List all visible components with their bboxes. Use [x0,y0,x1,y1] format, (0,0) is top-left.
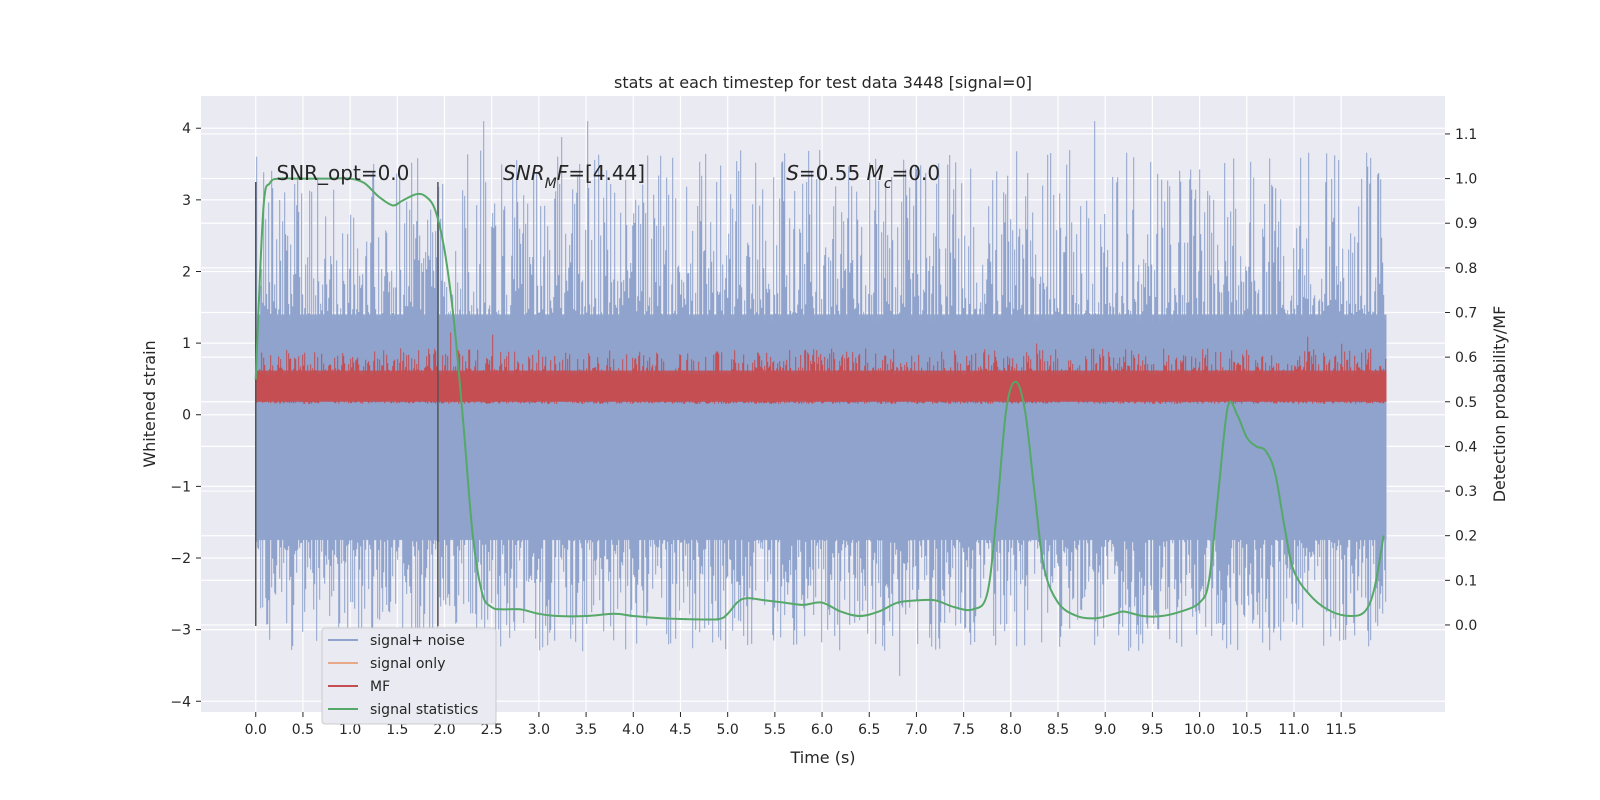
x-tick-label: 4.0 [622,722,644,738]
annotation-snr-opt: SNR_opt=0.0 [277,161,410,185]
y-tick-label: 3 [182,193,191,209]
x-tick-label: 5.0 [717,722,739,738]
chart-title: stats at each timestep for test data 344… [614,73,1032,92]
y-right-tick-label: 0.3 [1455,484,1477,500]
y-tick-label: 4 [182,121,191,137]
x-tick-label: 11.5 [1326,722,1357,738]
y-right-tick-label: 0.4 [1455,439,1477,455]
y-axis-right-label: Detection probability/MF [1490,306,1509,503]
x-tick-label: 7.0 [905,722,927,738]
vertical-markers [254,181,439,627]
y-tick-label: 1 [182,336,191,352]
y-tick-label: −1 [170,479,191,495]
x-tick-label: 6.0 [811,722,833,738]
signal-statistics-series [254,177,1385,621]
x-axis: 0.0 0.5 1.0 1.5 2.0 2.5 3.0 3.5 4.0 4.5 5.0 5.5 6.0 6… [245,712,1357,738]
x-axis-label: Time (s) [789,748,855,767]
x-tick-label: 4.5 [669,722,691,738]
annotations: SNR_opt=0.0 SNRMF=[4.44] S=0.55 Mc=0.0 [277,161,941,192]
x-tick-label: 11.0 [1278,722,1309,738]
x-tick-label: 10.5 [1231,722,1262,738]
x-tick-label: 2.0 [433,722,455,738]
legend-label-signal-statistics: signal statistics [370,702,478,718]
legend-label-mf: MF [370,679,390,695]
x-tick-label: 9.0 [1094,722,1116,738]
y-right-tick-label: 0.8 [1455,261,1477,277]
legend: signal+ noise signal only MF signal stat… [321,627,497,725]
y-tick-label: 2 [182,264,191,280]
y-tick-label: 0 [182,408,191,424]
legend-label-signal-only: signal only [370,656,445,672]
y-right-tick-label: 0.9 [1455,216,1477,232]
y-tick-label: −4 [170,694,191,710]
x-tick-label: 10.0 [1184,722,1215,738]
x-tick-label: 1.5 [386,722,408,738]
x-tick-label: 3.0 [528,722,550,738]
y-right-tick-label: 0.2 [1455,529,1477,545]
x-tick-label: 9.5 [1141,722,1163,738]
y-right-tick-label: 0.7 [1455,305,1477,321]
x-tick-label: 2.5 [481,722,503,738]
x-tick-label: 6.5 [858,722,880,738]
x-tick-label: 0.5 [292,722,314,738]
signal-statistics-line [254,177,1385,621]
x-tick-label: 3.5 [575,722,597,738]
signal-noise-series [255,121,1387,676]
x-tick-label: 5.5 [764,722,786,738]
x-tick-label: 8.0 [1000,722,1022,738]
y-axis-right: 0.0 0.1 0.2 0.3 0.4 0.5 0.6 0.7 0.8 0.9 1.0 1.1 [1445,127,1477,634]
y-tick-label: −3 [170,623,191,639]
y-right-tick-label: 1.0 [1455,172,1477,188]
y-tick-label: −2 [170,551,191,567]
annotation-s-mc: S=0.55 Mc=0.0 [786,161,940,192]
y-axis-label: Whitened strain [140,340,159,467]
x-tick-label: 7.5 [953,722,975,738]
y-right-tick-label: 0.1 [1455,573,1477,589]
y-right-tick-label: 0.0 [1455,618,1477,634]
x-tick-label: 0.0 [245,722,267,738]
y-right-tick-label: 0.5 [1455,395,1477,411]
legend-label-signal-noise: signal+ noise [370,633,465,649]
y-right-tick-label: 0.6 [1455,350,1477,366]
x-tick-label: 1.0 [339,722,361,738]
x-tick-label: 8.5 [1047,722,1069,738]
y-right-tick-label: 1.1 [1455,127,1477,143]
y-axis-left: −4 −3 −2 −1 0 1 2 3 4 [170,121,201,710]
annotation-snr-mf: SNRMF=[4.44] [503,161,645,192]
legend-box [321,627,497,725]
